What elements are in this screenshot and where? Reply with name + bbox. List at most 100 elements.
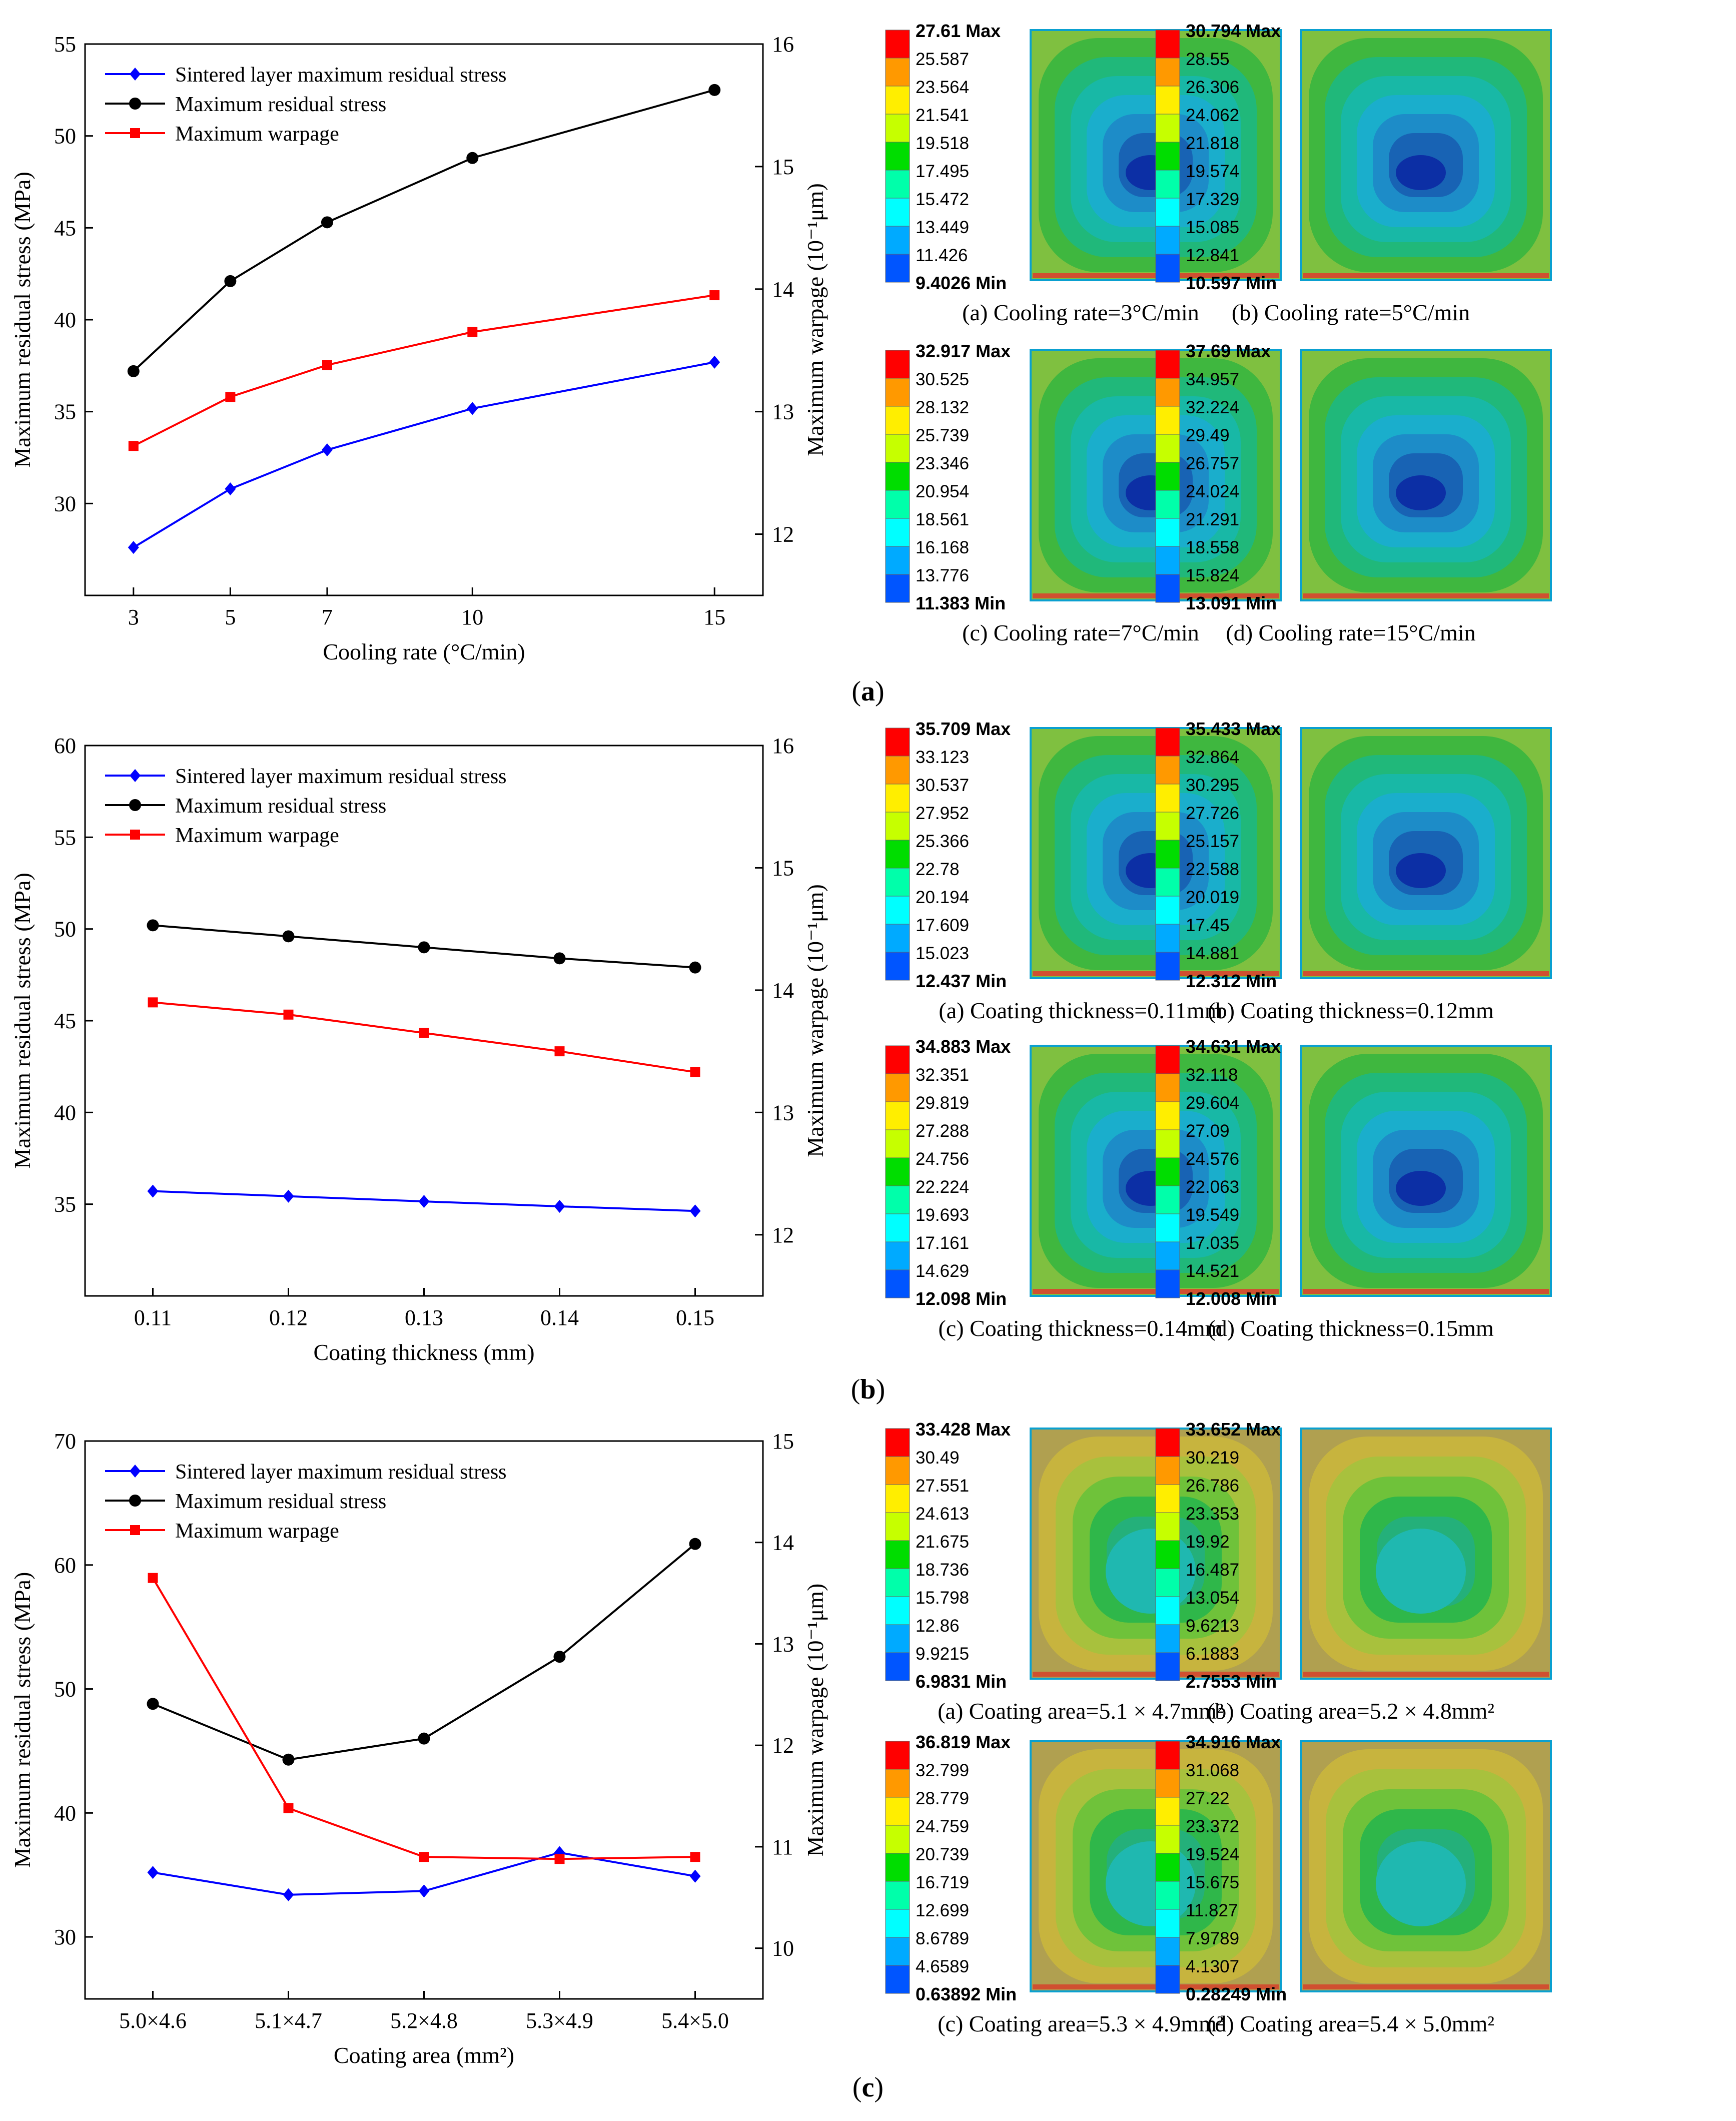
y-axis-label: Maximum residual stress (MPa) [10,1572,35,1868]
colorbar-label: 12.008 Min [1186,1288,1277,1309]
colorbar-label: 12.841 [1186,246,1239,265]
y2-tick-label: 14 [772,978,794,1003]
colorbar-swatch [1155,254,1180,283]
colorbar-label: 31.068 [1186,1761,1239,1780]
data-point [689,1204,701,1218]
colorbar-swatch [1155,868,1180,897]
data-point [283,1803,294,1813]
colorbar-swatch [885,1769,910,1798]
colorbar-swatch [885,1428,910,1457]
legend-marker [130,769,141,782]
colorbar-swatch [1155,1624,1180,1653]
legend-label: Maximum warpage [175,123,339,146]
contour-caption: (c) Cooling rate=7°C/min [962,620,1199,645]
series-line-2 [152,1577,695,1860]
colorbar-label: 29.49 [1186,426,1230,445]
colorbar-swatch [1155,1241,1180,1270]
data-point [283,1888,294,1901]
colorbar-label: 30.49 [916,1448,960,1468]
colorbar-swatch [885,924,910,953]
data-point [148,997,158,1008]
colorbar-label: 21.675 [916,1532,969,1552]
contour-caption: (c) Coating thickness=0.14mm [939,1315,1223,1341]
colorbar-label: 17.161 [916,1233,969,1253]
colorbar-swatch [885,1965,910,1994]
colorbar-label: 22.063 [1186,1177,1239,1197]
colorbar-label: 21.291 [1186,510,1239,529]
contour-plot: 30.794 Max 28.55 26.306 24.062 21.818 19.574 1… [1155,21,1552,325]
y2-tick-label: 15 [772,155,794,179]
colorbar-swatch [885,1157,910,1186]
colorbar-swatch [885,378,910,407]
contour-caption: (a) Coating area=5.1 × 4.7mm² [938,1698,1224,1724]
y-tick-label: 50 [54,917,76,942]
colorbar-label: 17.45 [1186,916,1230,935]
colorbar-swatch [885,812,910,841]
panel-c: 5.0×4.6 5.1×4.7 5.2×4.8 5.3×4.9 5.4×5.0 30 40 5… [10,1419,1552,2103]
data-point [283,1009,294,1020]
colorbar-swatch [885,1853,910,1882]
y2-tick-label: 16 [772,734,794,758]
colorbar-label: 2.7553 Min [1186,1671,1277,1692]
colorbar-label: 15.798 [916,1588,969,1608]
contour-plot: 34.916 Max 31.068 27.22 23.372 19.524 15.675 1… [1155,1732,1552,2036]
colorbar-swatch [1155,1965,1180,1994]
colorbar-swatch [885,1241,910,1270]
colorbar-label: 32.864 [1186,748,1239,767]
colorbar-swatch [1155,434,1180,463]
colorbar-label: 28.779 [916,1789,969,1808]
colorbar-swatch [885,1568,910,1597]
colorbar-label: 36.819 Max [916,1732,1011,1752]
colorbar-swatch [1155,142,1180,171]
legend-label: Sintered layer maximum residual stress [175,765,507,788]
colorbar-swatch [1155,406,1180,435]
y2-tick-label: 10 [772,1936,794,1961]
colorbar-swatch [1155,1045,1180,1074]
colorbar-swatch [1155,1540,1180,1569]
colorbar-swatch [885,1512,910,1541]
data-point [554,1854,565,1864]
y-tick-label: 35 [54,400,76,424]
contour-caption: (d) Cooling rate=15°C/min [1226,620,1475,645]
x-tick-label: 15 [703,605,725,629]
colorbar-label: 12.312 Min [1186,971,1277,991]
y2-tick-label: 16 [772,32,794,57]
colorbar-swatch [1155,114,1180,143]
colorbar-swatch [1155,1269,1180,1298]
data-point [282,1753,295,1766]
panel-label-open: ( [852,2072,862,2103]
colorbar-swatch [1155,1185,1180,1214]
colorbar-swatch [1155,1512,1180,1541]
x-axis-label: Cooling rate (°C/min) [323,639,525,664]
colorbar-swatch [885,728,910,757]
colorbar-label: 24.576 [1186,1149,1239,1169]
y2-tick-label: 14 [772,277,794,302]
colorbar-label: 35.433 Max [1186,719,1281,739]
x-tick-label: 7 [322,605,333,629]
legend-marker [130,68,141,81]
y-tick-label: 45 [54,1009,76,1033]
legend-marker [129,98,141,110]
colorbar-label: 24.759 [916,1817,969,1836]
colorbar-label: 27.952 [916,804,969,823]
colorbar-swatch [1155,462,1180,491]
legend-marker [129,1495,141,1507]
colorbar-label: 25.739 [916,426,969,445]
colorbar-swatch [1155,226,1180,255]
colorbar-swatch [1155,728,1180,757]
colorbar-swatch [885,1937,910,1966]
y2-tick-label: 12 [772,522,794,547]
colorbar-label: 29.604 [1186,1093,1239,1113]
data-point [709,355,720,369]
contour-core [1106,1529,1196,1614]
colorbar-swatch [1155,1568,1180,1597]
contour-caption: (b) Coating area=5.2 × 4.8mm² [1207,1698,1494,1724]
colorbar-swatch [1155,1937,1180,1966]
contour-plot: 34.631 Max 32.118 29.604 27.09 24.576 22.063 1… [1155,1036,1552,1341]
x-tick-label: 3 [128,605,139,629]
colorbar-swatch [885,1881,910,1910]
colorbar-label: 9.4026 Min [916,273,1007,293]
colorbar-swatch [1155,490,1180,519]
colorbar-label: 27.22 [1186,1789,1230,1808]
colorbar-label: 14.629 [916,1261,969,1281]
